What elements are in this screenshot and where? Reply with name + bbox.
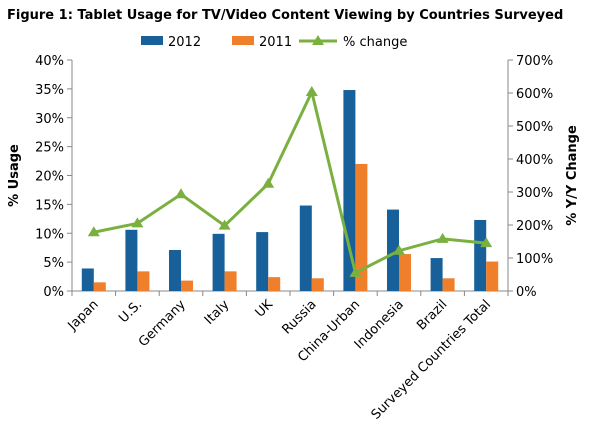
legend-swatch-2011 (232, 36, 254, 45)
bar-2011 (93, 282, 106, 291)
labels: Japan U.S.Germany Italy UK RussiaChina-Urban… (65, 297, 494, 423)
bar-2011 (181, 280, 193, 291)
legend-swatch-2012 (141, 36, 163, 45)
y2-tick-label: 100% (516, 252, 553, 267)
bar-2011 (311, 278, 324, 291)
line-point-marker (305, 86, 318, 97)
y-tick-label: 15% (35, 198, 64, 213)
y-axis-title: % Usage (7, 144, 22, 207)
line-point-marker (218, 219, 231, 230)
y2-tick-label: 700% (516, 54, 553, 69)
y-tick-label: 10% (35, 227, 64, 242)
legend: 2012 2011 % change (141, 35, 407, 50)
bar-2012 (169, 249, 181, 291)
bar-2011 (137, 271, 150, 291)
bar-2011 (399, 254, 411, 291)
bar-2011 (442, 278, 455, 291)
y-tick-label: 35% (35, 83, 64, 98)
bar-2011 (268, 277, 281, 291)
category-label: Italy (202, 297, 233, 328)
bar-2012 (299, 205, 312, 291)
legend-label: 2012 (168, 35, 201, 50)
line-point-marker (262, 177, 275, 188)
y-tick-label: 40% (35, 54, 64, 69)
y-tick-label: 20% (35, 170, 64, 185)
y2-tick-label: 500% (516, 120, 553, 135)
line-point-marker (131, 217, 144, 228)
category-label: Germany (136, 297, 189, 350)
bar-2011 (486, 261, 499, 291)
y2-tick-label: 400% (516, 153, 553, 168)
line-point-marker (436, 232, 449, 243)
line-point-marker (87, 226, 100, 237)
category-label: U.S. (116, 297, 145, 326)
line-series (93, 87, 487, 276)
category-label: Brazil (414, 297, 450, 333)
bar-2012 (474, 219, 487, 291)
bar-2011 (224, 271, 237, 291)
y2-tick-label: 200% (516, 219, 553, 234)
bar-2012 (256, 232, 269, 291)
category-label: Japan (65, 297, 102, 334)
bar-2012 (212, 233, 225, 291)
y-tick-label: 30% (35, 112, 64, 127)
line-layer (87, 86, 493, 277)
category-label: Russia (279, 297, 319, 337)
line-point-marker (480, 237, 493, 248)
legend-marker (312, 35, 324, 45)
bar-2012 (125, 229, 138, 291)
y2-tick-label: 300% (516, 186, 553, 201)
y2-tick-label: 600% (516, 87, 553, 102)
bar-2012 (81, 268, 94, 291)
y2-tick-label: 0% (516, 285, 537, 300)
y2-axis-title: % Y/Y Change (565, 125, 580, 226)
line-point-marker (175, 188, 187, 199)
category-label: UK (253, 297, 277, 321)
bar-2011 (355, 163, 368, 291)
legend-label: 2011 (259, 35, 292, 50)
bars (81, 90, 499, 291)
y-tick-label: 25% (35, 141, 64, 156)
axes: 0% 5% 10% 15% 20% 25% 30% 35% 40% 0% 100% 200% 300% 4… (35, 54, 553, 300)
bar-2012 (387, 209, 399, 291)
y-tick-label: 5% (43, 256, 64, 271)
legend-label: % change (343, 35, 407, 50)
line-point-marker (393, 244, 405, 255)
bar-2012 (430, 258, 443, 291)
y-tick-label: 0% (43, 285, 64, 300)
chart-title: Figure 1: Tablet Usage for TV/Video Cont… (7, 8, 563, 23)
line-point-marker (349, 266, 362, 277)
